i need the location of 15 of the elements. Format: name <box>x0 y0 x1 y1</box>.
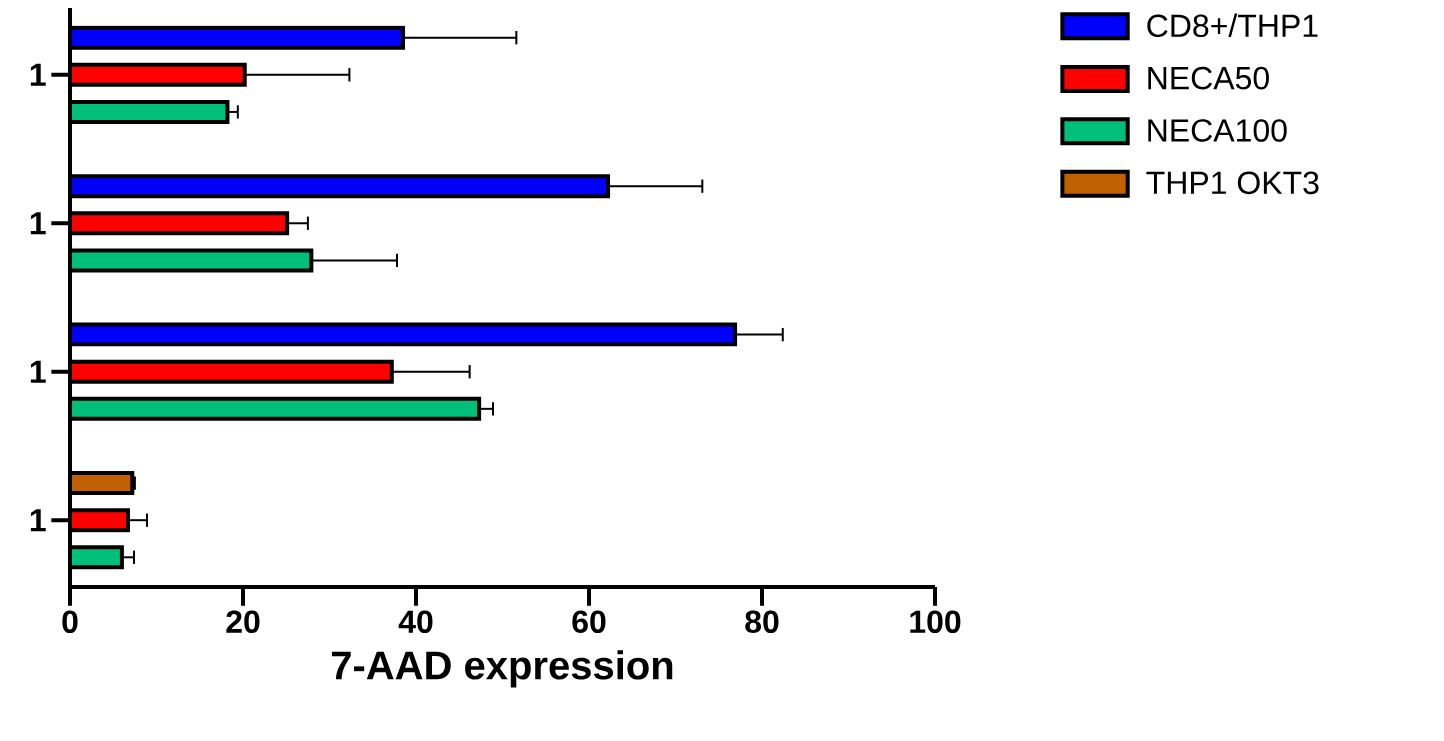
x-tick-label: 80 <box>745 610 779 634</box>
legend-label: CD8+/THP1 <box>1147 13 1318 38</box>
legend-label: NECA50 <box>1148 66 1269 90</box>
y-tick-label: 1 <box>30 509 46 532</box>
y-tick-label: 1 <box>30 63 46 86</box>
x-tick-label: 0 <box>62 610 78 634</box>
legend-label: NECA100 <box>1148 119 1287 142</box>
y-tick-label: 1 <box>30 212 46 235</box>
x-tick-label: 100 <box>910 610 961 634</box>
x-axis-title: 7-AAD expression <box>331 650 673 688</box>
x-tick-label: 40 <box>398 610 433 634</box>
x-tick-label: 60 <box>572 610 606 634</box>
legend-label: THP1 OKT3 <box>1146 171 1319 195</box>
x-tick-label: 20 <box>226 610 260 634</box>
y-tick-label: 1 <box>30 360 46 383</box>
